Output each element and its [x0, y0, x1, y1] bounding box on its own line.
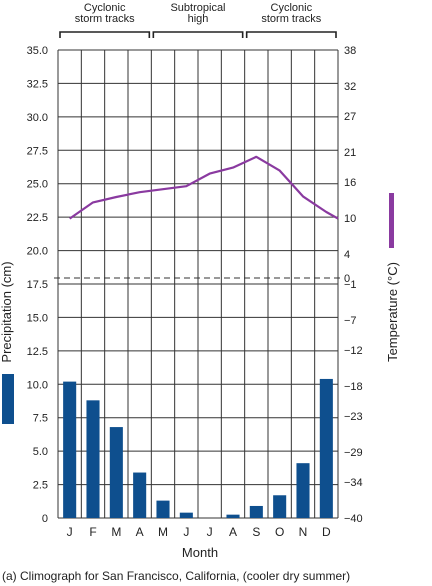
precipitation-bar [319, 378, 333, 518]
temperature-line [69, 155, 339, 220]
precipitation-legend-swatch [2, 374, 14, 424]
month-label: S [252, 525, 260, 539]
month-label: J [183, 525, 189, 539]
figure-caption: (a) Climograph for San Francisco, Califo… [2, 569, 350, 583]
precipitation-bar [109, 427, 123, 518]
right-tick-label: −29 [344, 447, 363, 459]
left-tick-label: 25.0 [27, 179, 48, 191]
month-label: O [275, 525, 284, 539]
right-tick-label: 16 [344, 177, 356, 189]
left-tick-label: 22.5 [27, 212, 48, 224]
band-label-line2: storm tracks [261, 13, 321, 25]
band-bracket [152, 31, 244, 38]
left-tick-label: 35.0 [27, 45, 48, 57]
left-tick-label: 27.5 [27, 145, 48, 157]
precipitation-bar [156, 500, 170, 518]
right-tick-label: −40 [344, 513, 363, 525]
precipitation-bar [179, 512, 193, 518]
month-label: N [299, 525, 308, 539]
left-tick-label: 20.0 [27, 246, 48, 258]
month-label: D [322, 525, 331, 539]
right-tick-label: −1 [344, 279, 357, 291]
band-label-line1: Subtropical [170, 2, 225, 14]
precipitation-bar [249, 505, 263, 518]
right-tick-label: −23 [344, 411, 363, 423]
right-tick-label: −18 [344, 381, 363, 393]
precipitation-bar [86, 400, 100, 518]
month-label: J [207, 525, 213, 539]
precipitation-bar [133, 472, 147, 518]
precipitation-bar [63, 381, 77, 518]
left-tick-label: 12.5 [27, 346, 48, 358]
left-tick-label: 30.0 [27, 112, 48, 124]
x-axis-title: Month [182, 545, 218, 560]
precipitation-bar [273, 495, 287, 518]
month-label: M [111, 525, 121, 539]
band-bracket [59, 31, 151, 38]
right-tick-label: 4 [344, 249, 350, 261]
temperature-legend-swatch [389, 193, 394, 248]
right-tick-label: 21 [344, 147, 356, 159]
precipitation-bar [226, 514, 240, 518]
month-label: A [136, 525, 144, 539]
right-axis-title: Temperature (°C) [385, 262, 400, 362]
right-tick-label: 32 [344, 81, 356, 93]
left-tick-label: 15.0 [27, 312, 48, 324]
right-tick-label: 10 [344, 213, 356, 225]
left-tick-label: 32.5 [27, 78, 48, 90]
band-label-line2: high [188, 13, 209, 25]
band-label-line2: storm tracks [75, 13, 135, 25]
left-tick-label: 2.5 [33, 480, 48, 492]
right-tick-label: 0 [344, 273, 350, 285]
left-tick-label: 0 [42, 513, 48, 525]
band-bracket [245, 31, 337, 38]
right-tick-label: −12 [344, 345, 363, 357]
precipitation-bar [296, 463, 310, 518]
left-tick-label: 5.0 [33, 446, 48, 458]
month-label: J [67, 525, 73, 539]
band-label-line1: Cyclonic [84, 2, 126, 14]
left-tick-label: 7.5 [33, 413, 48, 425]
right-tick-label: −34 [344, 477, 363, 489]
left-tick-label: 10.0 [27, 379, 48, 391]
month-label: A [229, 525, 237, 539]
right-tick-label: 38 [344, 45, 356, 57]
left-tick-label: 17.5 [27, 279, 48, 291]
month-label: M [158, 525, 168, 539]
month-label: F [89, 525, 96, 539]
right-tick-label: 27 [344, 111, 356, 123]
band-label-line1: Cyclonic [271, 2, 313, 14]
right-tick-label: −7 [344, 315, 357, 327]
left-axis-title: Precipitation (cm) [0, 261, 14, 362]
